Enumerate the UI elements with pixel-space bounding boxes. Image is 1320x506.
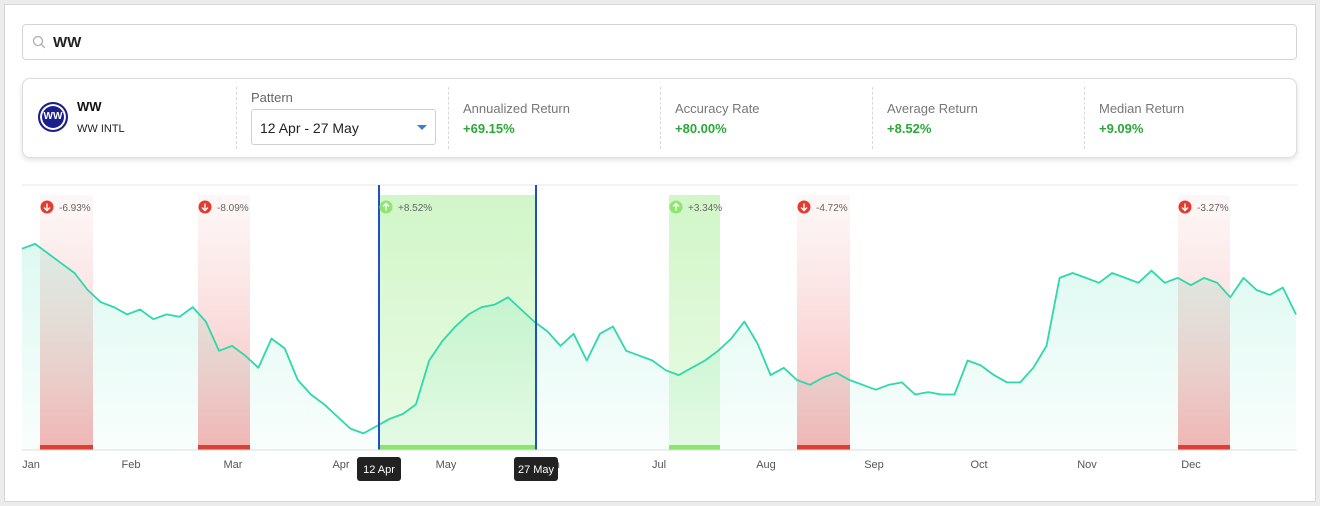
divider xyxy=(236,87,237,149)
accuracy-rate-label: Accuracy Rate xyxy=(675,101,760,116)
annualized-return-value: +69.15% xyxy=(463,121,515,136)
search-bar[interactable] xyxy=(22,24,1297,60)
pattern-label: Pattern xyxy=(251,90,293,105)
search-input[interactable] xyxy=(53,25,1253,59)
average-return-label: Average Return xyxy=(887,101,978,116)
period-badge-5[interactable]: -4.72% xyxy=(797,200,848,215)
pattern-select[interactable]: 12 Apr - 27 May xyxy=(251,109,436,145)
period-return-label: -8.09% xyxy=(217,203,249,214)
period-badge-3[interactable]: +8.52% xyxy=(379,200,433,215)
period-badge-6[interactable]: -3.27% xyxy=(1178,200,1229,215)
stock-ticker: WW xyxy=(77,99,102,114)
median-return-label: Median Return xyxy=(1099,101,1185,116)
period-return-label: +8.52% xyxy=(398,203,432,214)
average-return-value: +8.52% xyxy=(887,121,932,136)
period-return-label: -4.72% xyxy=(816,203,848,214)
period-return-label: -3.27% xyxy=(1197,203,1229,214)
period-badge-2[interactable]: -8.09% xyxy=(198,200,249,215)
pattern-summary-card: WW WW WW INTL Pattern 12 Apr - 27 May An… xyxy=(22,78,1297,158)
accuracy-rate-value: +80.00% xyxy=(675,121,727,136)
annualized-return-label: Annualized Return xyxy=(463,101,570,116)
range-end-tooltip: 27 May xyxy=(514,457,558,481)
period-badge-4[interactable]: +3.34% xyxy=(669,200,723,215)
range-start-tooltip: 12 Apr xyxy=(357,457,401,481)
period-return-label: -6.93% xyxy=(59,203,91,214)
svg-text:27 May: 27 May xyxy=(518,464,555,476)
svg-text:12 Apr: 12 Apr xyxy=(363,464,395,476)
pattern-value: 12 Apr - 27 May xyxy=(260,120,359,136)
company-name: WW INTL xyxy=(77,123,125,135)
divider xyxy=(1084,87,1085,149)
divider xyxy=(660,87,661,149)
divider xyxy=(872,87,873,149)
search-icon xyxy=(32,35,46,49)
company-logo: WW xyxy=(38,102,68,132)
divider xyxy=(448,87,449,149)
median-return-value: +9.09% xyxy=(1099,121,1144,136)
chevron-down-icon xyxy=(417,125,427,130)
period-return-label: +3.34% xyxy=(688,203,722,214)
period-badge-1[interactable]: -6.93% xyxy=(40,200,91,215)
